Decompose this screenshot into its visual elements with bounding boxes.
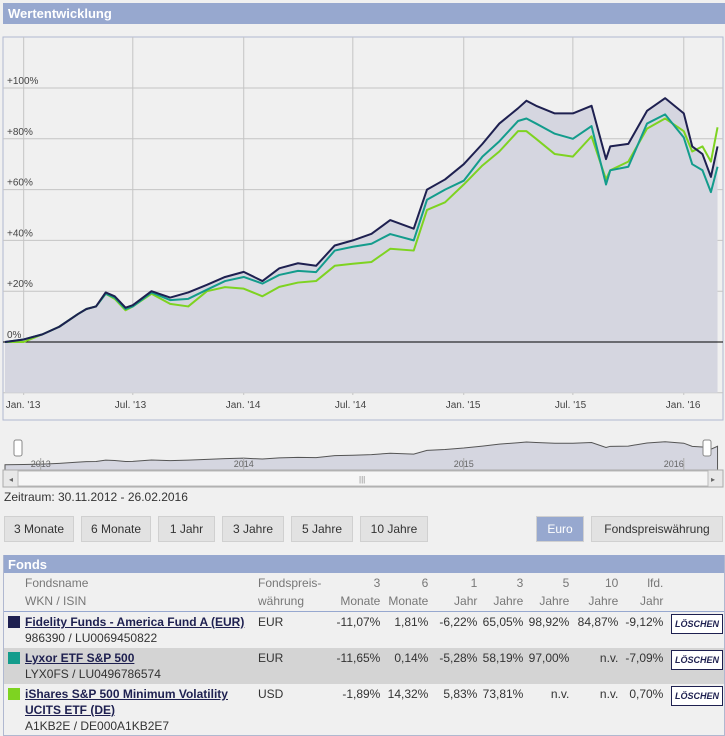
- navigator-right-handle[interactable]: [702, 439, 712, 457]
- delete-fund-button[interactable]: LÖSCHEN: [670, 614, 723, 634]
- x-tick-label: Jul. '15: [555, 400, 587, 411]
- performance-header: Wertentwicklung: [3, 3, 725, 24]
- x-tick-label: Jul. '14: [335, 400, 367, 411]
- name-header: Fondsname WKN / ISIN: [25, 576, 89, 608]
- col-header-3y: 3 Jahre: [493, 576, 524, 608]
- fund-return-value: -1,89%: [342, 687, 381, 701]
- fund-currency: USD: [258, 687, 284, 701]
- fund-row: Lyxor ETF S&P 500 LYX0FS / LU0496786574 E…: [3, 648, 725, 684]
- fonds-header: Fonds: [3, 555, 725, 573]
- series-line-2: [4, 113, 719, 343]
- fund-return-value: n.v.: [550, 687, 570, 701]
- fund-ids: 986390 / LU0069450822: [25, 631, 158, 645]
- y-tick-label: +60%: [7, 178, 33, 189]
- col-header-5y: 5 Jahre: [539, 576, 570, 608]
- fund-color-swatch: [3, 648, 23, 684]
- y-tick-label: +20%: [7, 279, 33, 290]
- x-tick-label: Jan. '15: [446, 400, 481, 411]
- period-6-months-button[interactable]: 6 Monate: [81, 516, 151, 542]
- fund-return-value: 58,19%: [482, 651, 524, 665]
- fund-return-value: 65,05%: [482, 615, 524, 629]
- scrollbar-grip-icon: |||: [359, 475, 365, 484]
- period-5-years-button[interactable]: 5 Jahre: [291, 516, 353, 542]
- fund-return-value: 84,87%: [577, 615, 619, 629]
- fund-row: Fidelity Funds - America Fund A (EUR) 986…: [3, 611, 725, 649]
- period-10-years-button[interactable]: 10 Jahre: [360, 516, 428, 542]
- col-header-10y: 10 Jahre: [588, 576, 619, 608]
- fund-return-value: n.v.: [599, 687, 619, 701]
- col-header-1y: 1 Jahr: [454, 576, 478, 608]
- delete-fund-button[interactable]: LÖSCHEN: [670, 650, 723, 670]
- fund-name-cell: iShares S&P 500 Minimum Volatility UCITS…: [23, 684, 256, 736]
- scrollbar-thumb[interactable]: [17, 470, 709, 487]
- fund-color-swatch: [3, 684, 23, 736]
- col-header-3m: 3 Monate: [340, 576, 381, 608]
- fund-return-value: 0,14%: [394, 651, 429, 665]
- navigator-label: 2016: [664, 459, 684, 469]
- currency-fund-button[interactable]: Fondspreiswährung: [591, 516, 723, 542]
- fund-name-link[interactable]: Lyxor ETF S&P 500: [25, 651, 135, 665]
- navigator-label: 2013: [31, 459, 51, 469]
- col-header-ytd: lfd. Jahr: [640, 576, 664, 608]
- period-3-months-button[interactable]: 3 Monate: [4, 516, 74, 542]
- performance-title: Wertentwicklung: [8, 6, 112, 21]
- x-tick-label: Jan. '13: [6, 400, 41, 411]
- fund-return-value: n.v.: [599, 651, 619, 665]
- scroll-left-icon[interactable]: ◂: [9, 475, 13, 484]
- fund-row: iShares S&P 500 Minimum Volatility UCITS…: [3, 684, 725, 736]
- fund-return-value: 14,32%: [387, 687, 429, 701]
- period-3-years-button[interactable]: 3 Jahre: [222, 516, 284, 542]
- y-tick-label: +80%: [7, 127, 33, 138]
- fund-name-cell: Lyxor ETF S&P 500 LYX0FS / LU0496786574: [23, 648, 256, 684]
- x-tick-label: Jul. '13: [115, 400, 147, 411]
- x-tick-label: Jan. '16: [666, 400, 701, 411]
- fund-return-value: -6,22%: [439, 615, 478, 629]
- navigator-label: 2015: [454, 459, 474, 469]
- swatch-header: [3, 573, 23, 612]
- date-range-label: Zeitraum: 30.11.2012 - 26.02.2016: [4, 490, 188, 504]
- fonds-table: Fondsname WKN / ISIN Fondspreis-währung 3…: [3, 573, 725, 736]
- currency-header: Fondspreis-währung: [258, 576, 322, 608]
- fund-return-value: -11,07%: [336, 615, 381, 629]
- fund-return-value: 73,81%: [482, 687, 524, 701]
- delete-fund-button[interactable]: LÖSCHEN: [670, 686, 723, 706]
- fund-name-link[interactable]: iShares S&P 500 Minimum Volatility UCITS…: [25, 687, 228, 717]
- navigator-series: [4, 441, 719, 471]
- fund-return-value: -9,12%: [625, 615, 664, 629]
- navigator-label: 2014: [234, 459, 254, 469]
- fund-name-cell: Fidelity Funds - America Fund A (EUR) 986…: [23, 612, 256, 649]
- fund-ids: A1KB2E / DE000A1KB2E7: [25, 719, 170, 733]
- fund-return-value: -5,28%: [439, 651, 478, 665]
- fund-color-swatch: [3, 612, 23, 649]
- performance-chart[interactable]: Jan. '13 Jul. '13 Jan. '14 Jul. '14 Jan. '15…: [0, 30, 725, 490]
- y-tick-label: +40%: [7, 228, 33, 239]
- fund-ids: LYX0FS / LU0496786574: [25, 667, 161, 681]
- x-tick-label: Jan. '14: [226, 400, 261, 411]
- fund-return-value: -7,09%: [625, 651, 664, 665]
- fund-return-value: 98,92%: [528, 615, 570, 629]
- fund-return-value: 97,00%: [528, 651, 570, 665]
- fund-name-link[interactable]: Fidelity Funds - America Fund A (EUR): [25, 615, 245, 629]
- series-line-1: [4, 97, 719, 343]
- fonds-title: Fonds: [8, 557, 47, 572]
- fund-currency: EUR: [258, 651, 284, 665]
- fund-currency: EUR: [258, 615, 284, 629]
- y-tick-label: 0%: [7, 330, 22, 341]
- fund-return-value: 1,81%: [394, 615, 429, 629]
- action-header: [665, 573, 725, 612]
- col-header-6m: 6 Monate: [388, 576, 429, 608]
- fund-return-value: -11,65%: [336, 651, 381, 665]
- fund-return-value: 0,70%: [629, 687, 664, 701]
- y-tick-label: +100%: [7, 76, 39, 87]
- fund-return-value: 5,83%: [443, 687, 478, 701]
- navigator-left-handle[interactable]: [13, 439, 23, 457]
- currency-euro-button[interactable]: Euro: [536, 516, 584, 542]
- period-1-year-button[interactable]: 1 Jahr: [158, 516, 215, 542]
- scroll-right-icon[interactable]: ▸: [711, 475, 715, 484]
